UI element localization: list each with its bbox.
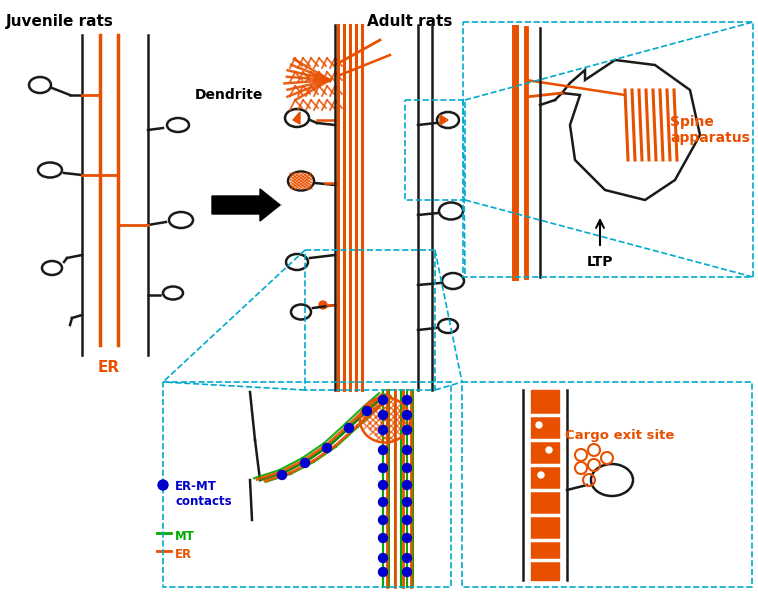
Circle shape [158,480,168,490]
Circle shape [322,444,331,453]
Circle shape [402,481,412,490]
Circle shape [378,426,387,435]
Text: ER: ER [175,548,192,561]
Circle shape [378,395,387,405]
Circle shape [378,553,387,562]
Circle shape [402,553,412,562]
Text: ER-MT
contacts: ER-MT contacts [175,480,232,508]
Circle shape [378,497,387,506]
Circle shape [402,534,412,543]
Circle shape [402,568,412,577]
Text: Cargo exit site: Cargo exit site [565,429,675,442]
Circle shape [536,422,542,428]
Circle shape [378,463,387,472]
Text: Adult rats: Adult rats [368,14,453,29]
Circle shape [402,426,412,435]
Text: ER: ER [98,360,120,375]
Text: Juvenile rats: Juvenile rats [6,14,114,29]
Text: MT: MT [175,530,195,543]
Circle shape [402,411,412,420]
Circle shape [402,497,412,506]
Circle shape [378,568,387,577]
Circle shape [344,423,353,432]
Bar [305,250,435,390]
Text: Dendrite: Dendrite [195,88,263,102]
Bar [405,100,465,200]
Ellipse shape [319,301,327,309]
Circle shape [546,447,552,453]
Circle shape [402,515,412,525]
Circle shape [402,463,412,472]
Bar [462,382,752,587]
Circle shape [378,515,387,525]
Circle shape [277,470,287,479]
Circle shape [300,458,309,467]
Circle shape [378,534,387,543]
Bar [163,382,451,587]
Bar [463,22,753,277]
Circle shape [378,411,387,420]
FancyArrow shape [212,189,280,221]
Circle shape [538,472,544,478]
Bar [531,390,559,580]
Circle shape [402,445,412,454]
Circle shape [378,445,387,454]
Polygon shape [440,115,448,125]
Circle shape [402,395,412,405]
Polygon shape [293,112,300,124]
Circle shape [362,407,371,416]
Circle shape [378,481,387,490]
Text: LTP: LTP [587,255,613,269]
Text: Spine
apparatus: Spine apparatus [670,115,750,145]
